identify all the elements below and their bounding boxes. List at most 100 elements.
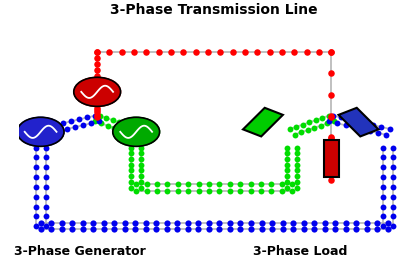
Point <box>386 127 393 131</box>
Point <box>32 175 39 179</box>
Bar <box>339 108 379 136</box>
Point <box>129 125 136 129</box>
Point <box>154 182 160 186</box>
Point <box>153 221 159 225</box>
Point <box>103 116 110 120</box>
Point <box>55 129 62 133</box>
Point <box>135 127 142 131</box>
Point <box>248 227 254 231</box>
Point <box>138 168 145 173</box>
Point <box>42 195 49 199</box>
Point <box>128 151 134 155</box>
Point <box>109 118 116 122</box>
Point <box>290 227 296 231</box>
Point <box>247 189 254 193</box>
Bar <box>243 108 283 136</box>
Point <box>153 227 159 231</box>
Point <box>300 221 307 225</box>
Point <box>175 182 181 186</box>
Point <box>284 145 290 150</box>
Point <box>111 227 117 231</box>
Point <box>174 227 181 231</box>
Point <box>321 227 328 231</box>
Point <box>303 50 310 54</box>
Point <box>42 175 49 179</box>
Point <box>328 50 335 54</box>
Point <box>284 151 290 155</box>
Title: 3-Phase Transmission Line: 3-Phase Transmission Line <box>110 3 318 17</box>
Point <box>384 227 391 231</box>
Point <box>111 221 117 225</box>
Point <box>216 221 223 225</box>
Point <box>185 189 192 193</box>
Point <box>206 189 212 193</box>
Point <box>132 221 138 225</box>
Point <box>128 157 134 161</box>
Point <box>59 221 65 225</box>
Point <box>94 50 101 54</box>
Point <box>44 125 50 129</box>
Point <box>237 221 244 225</box>
Point <box>216 182 223 186</box>
Point <box>32 185 39 189</box>
Point <box>164 227 170 231</box>
Point <box>279 182 285 186</box>
Point <box>304 128 311 132</box>
Text: 3-Phase Generator: 3-Phase Generator <box>14 245 145 258</box>
Point <box>330 113 336 118</box>
Point <box>266 50 273 54</box>
Point <box>42 205 49 209</box>
Point <box>94 62 101 66</box>
Point <box>143 221 149 225</box>
Point <box>48 227 54 231</box>
Point <box>237 189 243 193</box>
Point <box>32 195 39 199</box>
Point <box>122 227 128 231</box>
Point <box>94 115 101 119</box>
Point <box>47 131 54 135</box>
Point <box>143 50 150 54</box>
Point <box>298 130 304 134</box>
Point <box>258 182 264 186</box>
Point <box>94 113 101 117</box>
Point <box>106 50 113 54</box>
Point <box>306 120 313 124</box>
Point <box>294 174 301 178</box>
Point <box>94 105 101 110</box>
Point <box>206 182 212 186</box>
Point <box>279 227 286 231</box>
Point <box>138 151 145 155</box>
Point <box>138 157 145 161</box>
Point <box>155 50 162 54</box>
Point <box>96 114 103 118</box>
Point <box>94 50 101 54</box>
Point <box>32 145 39 150</box>
Point <box>279 221 286 225</box>
Point <box>80 227 86 231</box>
Point <box>32 214 39 219</box>
Point <box>128 185 134 190</box>
Point <box>379 185 386 189</box>
Point <box>389 185 396 189</box>
Point <box>353 221 360 225</box>
Point <box>379 155 386 160</box>
Point <box>237 182 243 186</box>
Point <box>328 115 335 119</box>
Point <box>138 145 145 150</box>
Point <box>195 221 202 225</box>
Point <box>94 74 101 78</box>
Point <box>42 155 49 160</box>
Point <box>294 163 301 167</box>
Point <box>35 127 42 131</box>
Point <box>291 50 297 54</box>
Point <box>358 127 365 131</box>
Point <box>346 117 352 122</box>
Point <box>248 221 254 225</box>
Point <box>293 125 300 129</box>
Point <box>370 123 377 127</box>
Point <box>175 189 181 193</box>
Point <box>94 68 101 72</box>
Point <box>342 221 349 225</box>
Point <box>311 221 317 225</box>
Point <box>185 227 191 231</box>
